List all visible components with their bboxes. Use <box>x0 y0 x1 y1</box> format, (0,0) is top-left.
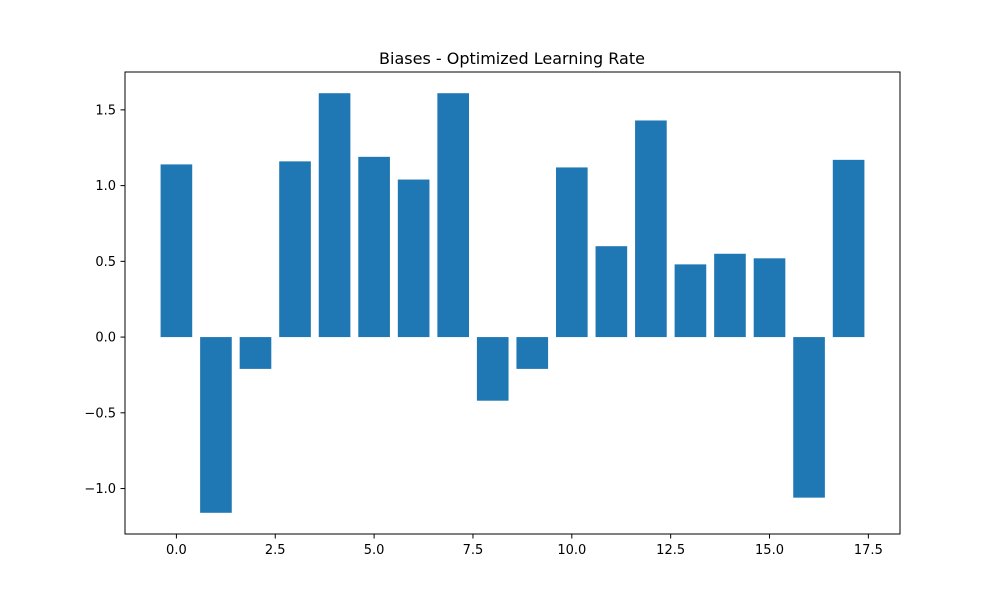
x-tick-label: 10.0 <box>557 543 586 558</box>
bar-4 <box>318 93 351 338</box>
y-tick-label: 1.5 <box>95 103 116 118</box>
bar-6 <box>397 179 430 338</box>
y-axis: −1.0 −0.5 0.0 0.5 1.0 1.5 <box>84 103 125 497</box>
bar-10 <box>555 167 588 338</box>
bar-17 <box>832 159 865 338</box>
x-tick-label: 5.0 <box>364 543 385 558</box>
bar-1 <box>200 337 232 513</box>
bar-14 <box>714 253 746 338</box>
bar-2 <box>239 337 272 369</box>
x-tick-label: 7.5 <box>463 543 484 558</box>
x-axis: 0.0 2.5 5.0 7.5 10.0 12.5 15.0 17.5 <box>166 534 883 558</box>
bar-5 <box>358 156 390 338</box>
bar-13 <box>674 264 707 338</box>
bar-11 <box>595 246 628 338</box>
chart-title: Biases - Optimized Learning Rate <box>379 49 645 68</box>
bar-3 <box>279 161 311 338</box>
y-tick-label: −0.5 <box>84 406 116 421</box>
x-tick-label: 17.5 <box>854 543 883 558</box>
plot-frame <box>124 71 901 535</box>
y-tick-label: 0.0 <box>95 331 116 346</box>
x-tick-label: 2.5 <box>265 543 286 558</box>
x-tick-label: 12.5 <box>656 543 685 558</box>
bar-0 <box>160 164 193 338</box>
bar-8 <box>476 337 509 401</box>
y-tick-label: 1.0 <box>95 179 116 194</box>
y-tick-label: 0.5 <box>95 255 116 270</box>
bar-9 <box>516 337 549 369</box>
x-tick-label: 0.0 <box>166 543 187 558</box>
bar-12 <box>635 120 667 338</box>
bar-16 <box>793 337 825 498</box>
bar-15 <box>753 258 786 338</box>
x-tick-label: 15.0 <box>755 543 784 558</box>
bars-layer <box>160 93 865 513</box>
y-tick-label: −1.0 <box>84 482 116 497</box>
bar-7 <box>437 93 470 338</box>
